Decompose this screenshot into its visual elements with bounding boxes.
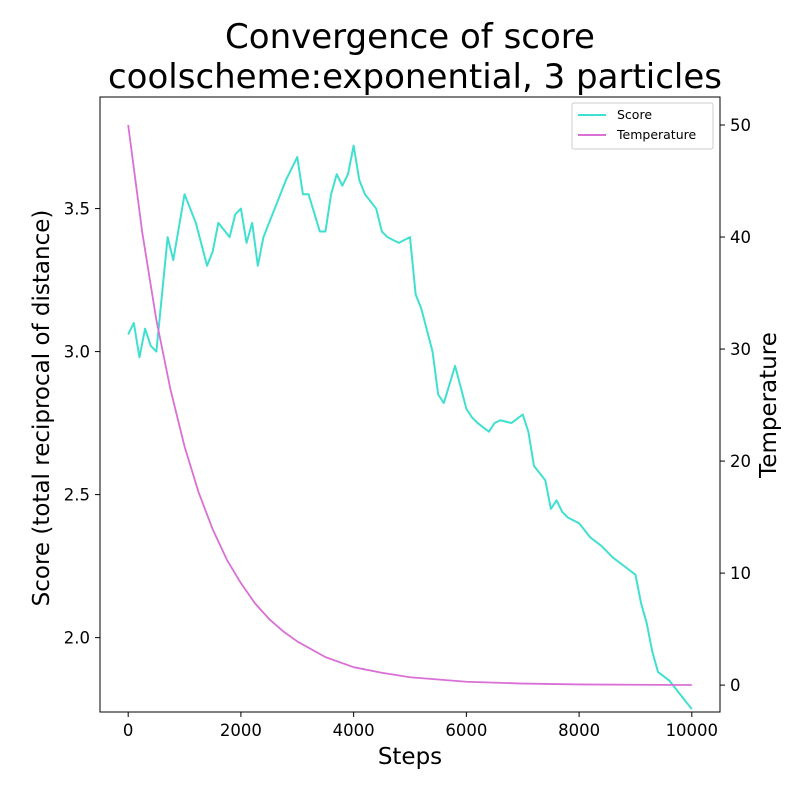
x-tick-label: 0 (123, 721, 134, 740)
y-tick-label: 2.0 (64, 629, 90, 648)
y2-tick-label: 40 (730, 228, 751, 247)
legend-label-temperature: Temperature (616, 127, 696, 142)
y2-tick-label: 10 (730, 564, 751, 583)
y-tick-label: 3.0 (64, 343, 90, 362)
plot-frame (99, 96, 721, 713)
y2-tick-label: 0 (730, 676, 741, 695)
x-tick-label: 10000 (666, 721, 719, 740)
legend: Score Temperature (571, 102, 714, 150)
series-line-temperature (127, 124, 692, 686)
chart-subtitle: coolscheme:exponential, 3 particles (108, 57, 722, 97)
x-tick-label: 8000 (558, 721, 600, 740)
y2-axis-label: Temperature (756, 332, 782, 479)
x-axis-label: Steps (378, 744, 442, 770)
y-axis-label: Score (total reciprocal of distance) (29, 210, 55, 607)
y-axis-right: 0 10 20 30 40 50 (720, 116, 751, 695)
x-tick-label: 2000 (220, 721, 262, 740)
series-layer (127, 124, 693, 710)
y2-tick-label: 50 (730, 116, 751, 135)
chart-title: Convergence of score (225, 17, 595, 57)
legend-label-score: Score (617, 107, 652, 122)
y-tick-label: 2.5 (64, 486, 90, 505)
series-line-score (127, 144, 693, 710)
y-tick-label: 3.5 (64, 200, 90, 219)
x-axis: 0 2000 4000 6000 8000 10000 (123, 712, 718, 740)
y2-tick-label: 30 (730, 340, 751, 359)
y-axis-left: 2.0 2.5 3.0 3.5 (64, 200, 100, 648)
x-tick-label: 4000 (333, 721, 375, 740)
x-tick-label: 6000 (445, 721, 487, 740)
legend-box (571, 102, 714, 150)
y2-tick-label: 20 (730, 452, 751, 471)
